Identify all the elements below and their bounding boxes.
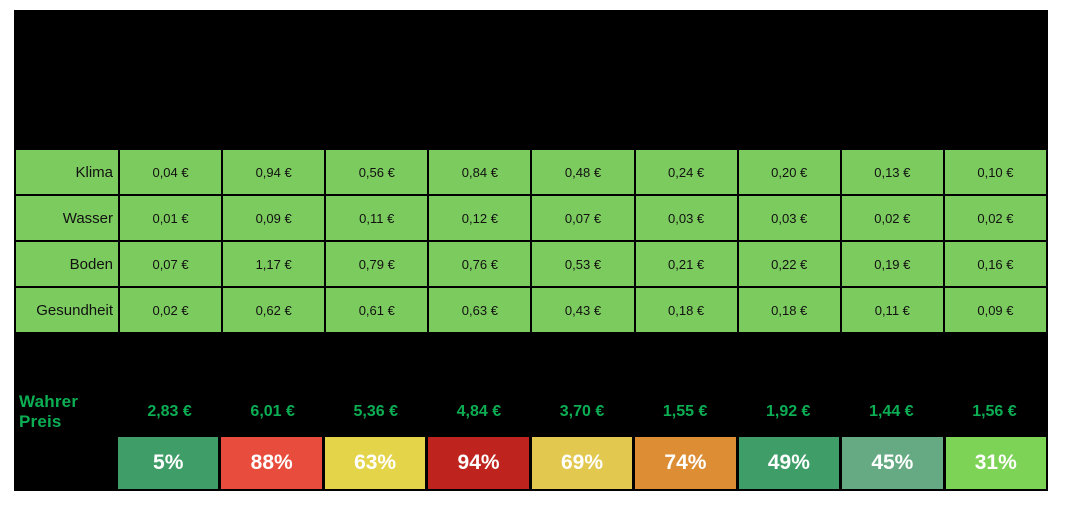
cost-cell: 0,11 € bbox=[326, 196, 428, 240]
cost-cell: 0,09 € bbox=[223, 196, 325, 240]
cost-cell: 0,20 € bbox=[738, 150, 840, 194]
percent-cell: 69% bbox=[531, 437, 633, 489]
cost-cell: 0,76 € bbox=[429, 242, 531, 286]
cost-cell: 0,18 € bbox=[738, 288, 840, 332]
true-price-value: 1,92 € bbox=[765, 403, 811, 420]
cost-cell: 0,79 € bbox=[326, 242, 428, 286]
row-label-wasser: Wasser bbox=[16, 196, 118, 240]
cost-cell: 0,94 € bbox=[223, 150, 325, 194]
percent-cell: 63% bbox=[324, 437, 426, 489]
cost-cell: 0,09 € bbox=[944, 288, 1046, 332]
percent-cell: 45% bbox=[842, 437, 943, 489]
cost-cell: 0,53 € bbox=[532, 242, 634, 286]
true-price-label: Wahrer Preis bbox=[19, 392, 79, 431]
true-price-value: 1,56 € bbox=[972, 403, 1017, 420]
cost-cell: 0,01 € bbox=[120, 196, 222, 240]
cost-cell: 0,62 € bbox=[223, 288, 325, 332]
cost-cell: 0,61 € bbox=[326, 288, 428, 332]
cost-cell: 0,84 € bbox=[429, 150, 531, 194]
percent-cell: 31% bbox=[945, 437, 1046, 489]
true-price-value: 4,84 € bbox=[456, 403, 502, 420]
cost-cell: 0,22 € bbox=[738, 242, 840, 286]
cost-cell: 0,24 € bbox=[635, 150, 737, 194]
percent-cell: 5% bbox=[118, 437, 219, 489]
cost-cell: 0,02 € bbox=[841, 196, 943, 240]
cost-cell: 0,04 € bbox=[120, 150, 222, 194]
cost-cell: 0,19 € bbox=[841, 242, 943, 286]
cost-cell: 1,17 € bbox=[223, 242, 325, 286]
cost-cell: 0,18 € bbox=[635, 288, 737, 332]
header-band-blank bbox=[14, 10, 1048, 150]
row-label-klima: Klima bbox=[16, 150, 118, 194]
cost-table: Klima 0,04 € 0,94 € 0,56 € 0,84 € 0,48 €… bbox=[16, 150, 1046, 332]
true-price-value: 2,83 € bbox=[147, 403, 192, 420]
true-price-value: 6,01 € bbox=[250, 403, 295, 420]
cost-cell: 0,03 € bbox=[635, 196, 737, 240]
cost-cell: 0,43 € bbox=[532, 288, 634, 332]
cost-cell: 0,63 € bbox=[429, 288, 531, 332]
true-price-value: 3,70 € bbox=[559, 403, 605, 420]
cost-cell: 0,16 € bbox=[944, 242, 1046, 286]
cost-cell: 0,11 € bbox=[841, 288, 943, 332]
percent-cell: 94% bbox=[428, 437, 529, 489]
cost-cell: 0,12 € bbox=[429, 196, 531, 240]
cost-cell: 0,56 € bbox=[326, 150, 428, 194]
cost-cell: 0,10 € bbox=[944, 150, 1046, 194]
cost-cell: 0,13 € bbox=[841, 150, 943, 194]
surcharge-percent-row: 5% 88% 63% 94% 69% 74% 49% 45% 31% bbox=[118, 437, 1046, 489]
cost-cell: 0,48 € bbox=[532, 150, 634, 194]
table-canvas: Klima 0,04 € 0,94 € 0,56 € 0,84 € 0,48 €… bbox=[14, 10, 1048, 491]
cost-cell: 0,21 € bbox=[635, 242, 737, 286]
true-price-value: 5,36 € bbox=[353, 403, 399, 420]
cost-cell: 0,07 € bbox=[532, 196, 634, 240]
percent-cell: 74% bbox=[635, 437, 736, 489]
row-label-gesundheit: Gesundheit bbox=[16, 288, 118, 332]
percent-cell: 88% bbox=[221, 437, 322, 489]
cost-cell: 0,02 € bbox=[120, 288, 222, 332]
true-price-value: 1,44 € bbox=[869, 403, 914, 420]
true-price-row: Wahrer Preis 2,83 € 6,01 € 5,36 € 4,84 €… bbox=[16, 392, 1046, 431]
cost-cell: 0,02 € bbox=[944, 196, 1046, 240]
true-price-value: 1,55 € bbox=[662, 403, 708, 420]
cost-cell: 0,03 € bbox=[738, 196, 840, 240]
row-label-boden: Boden bbox=[16, 242, 118, 286]
percent-cell: 49% bbox=[738, 437, 840, 489]
cost-cell: 0,07 € bbox=[120, 242, 222, 286]
